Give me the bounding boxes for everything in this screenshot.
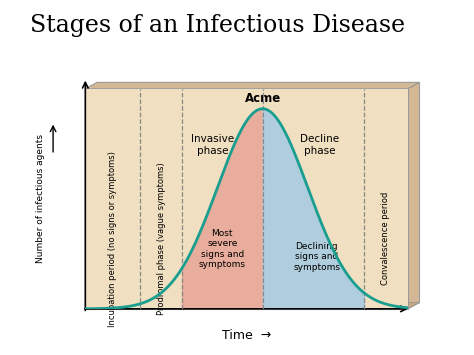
Text: Convalescence period: Convalescence period (382, 192, 391, 285)
Text: Incubation period (no signs or symptoms): Incubation period (no signs or symptoms) (108, 151, 117, 327)
Text: Acme: Acme (245, 92, 281, 105)
Text: Stages of an Infectious Disease: Stages of an Infectious Disease (30, 14, 406, 37)
Text: Most
severe
signs and
symptoms: Most severe signs and symptoms (199, 229, 246, 269)
Text: Decline
phase: Decline phase (300, 134, 339, 155)
Text: Prodromal phase (vague symptoms): Prodromal phase (vague symptoms) (156, 163, 165, 315)
Text: Invasive
phase: Invasive phase (191, 134, 234, 155)
Text: Number of infectious agents: Number of infectious agents (36, 134, 45, 263)
Text: Declining
signs and
symptoms: Declining signs and symptoms (293, 242, 340, 272)
Text: Time  →: Time → (222, 329, 271, 342)
